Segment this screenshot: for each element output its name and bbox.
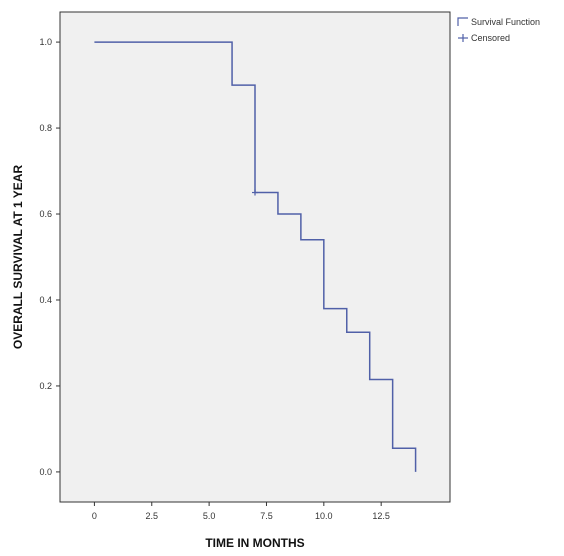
legend-item: Censored [458,33,510,43]
x-axis-title: TIME IN MONTHS [205,536,304,550]
series-layer [94,41,417,472]
x-tick-label: 7.5 [260,511,273,521]
y-axis-ticks: 0.0 0.2 0.4 0.6 0.8 1.0 [39,37,60,477]
legend-label: Survival Function [471,17,540,27]
legend-item: Survival Function [457,17,540,27]
y-tick-label: 0.4 [39,295,52,305]
y-tick-label: 0.0 [39,467,52,477]
x-tick-label: 2.5 [146,511,159,521]
y-tick-label: 0.8 [39,123,52,133]
legend-label: Censored [471,33,510,43]
censored-marker [252,189,258,196]
x-tick-label: 5.0 [203,511,216,521]
survival-function-line [94,41,417,472]
y-tick-label: 0.2 [39,381,52,391]
x-tick-label: 10.0 [315,511,333,521]
legend-step-symbol [457,17,468,26]
x-tick-label: 12.5 [372,511,390,521]
y-axis-title: OVERALL SURVIVAL AT 1 YEAR [11,165,25,350]
legend: Survival Function Censored [457,17,540,43]
x-tick-label: 0 [92,511,97,521]
y-tick-label: 0.6 [39,209,52,219]
y-tick-label: 1.0 [39,37,52,47]
x-axis-ticks: 0 2.5 5.0 7.5 10.0 12.5 [92,502,390,521]
